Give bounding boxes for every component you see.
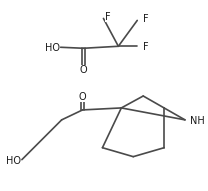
Text: F: F [105,12,111,22]
Text: HO: HO [45,43,60,53]
Text: O: O [80,65,87,75]
Text: HO: HO [6,156,21,166]
Text: F: F [143,15,149,24]
Text: F: F [143,42,149,52]
Text: O: O [79,92,86,102]
Text: NH: NH [190,116,205,126]
